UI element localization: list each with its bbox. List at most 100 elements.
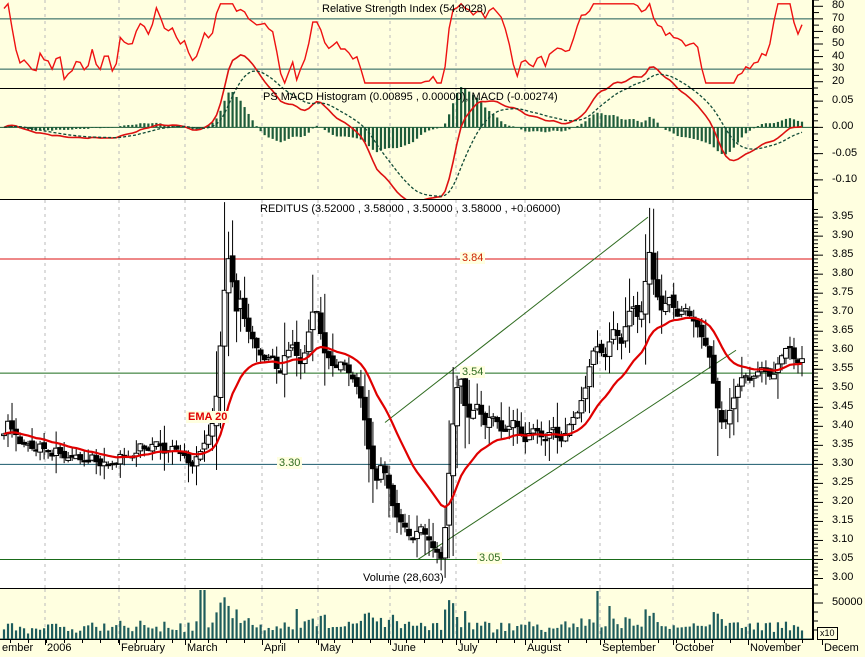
rsi-tick-50: 50 [832,37,845,49]
date-axis-label-august: August [527,642,562,654]
date-axis-tick [119,640,120,645]
date-axis-label-june: June [392,642,416,654]
date-axis-minor-tick [748,640,749,643]
rsi-title: Relative Strength Index (54.8028) [322,3,487,15]
date-axis-minor-tick [136,640,137,643]
date-axis-minor-tick [658,640,659,643]
date-axis-minor-tick [802,640,803,643]
date-axis-minor-tick [172,640,173,643]
date-axis-minor-tick [550,640,551,643]
price-tick-3-85: 3.85 [832,248,854,261]
date-axis-minor-tick [424,640,425,643]
date-axis-minor-tick [46,640,47,643]
date-axis-minor-tick [532,640,533,643]
date-axis-minor-tick [622,640,623,643]
separator-price-volume [0,588,812,589]
date-axis-label-october: October [675,642,715,654]
date-axis-minor-tick [262,640,263,643]
date-axis-minor-tick [118,640,119,643]
date-axis-minor-tick [298,640,299,643]
macd-tick--0-05: -0.05 [832,146,858,159]
date-axis-label-ember: ember [2,642,34,654]
price-tick-3-25: 3.25 [832,476,854,489]
price-tick-3-45: 3.45 [832,400,854,413]
price-tick-3-90: 3.90 [832,229,854,242]
rsi-tick-40: 40 [832,49,845,62]
price-tick-3-55: 3.55 [832,362,854,375]
rsi-tick-20: 20 [832,74,845,87]
date-axis-minor-tick [388,640,389,643]
separator-macd-price [0,199,812,200]
date-axis-minor-tick [100,640,101,643]
price-tick-3-35: 3.35 [832,438,854,451]
axis-vertical-rule [812,0,814,640]
rsi-plot [0,0,812,88]
macd-tick-0-00: 0.00 [832,120,854,133]
price-tick-3-30: 3.30 [832,457,854,470]
rsi-tick-30: 30 [832,62,845,75]
price-tick-3-00: 3.00 [832,571,854,584]
date-axis-minor-tick [154,640,155,643]
date-axis-label-2006: 2006 [47,642,72,654]
right-axis-strip [814,0,865,657]
date-axis-tick [600,640,601,645]
date-axis-minor-tick [244,640,245,643]
date-axis-minor-tick [712,640,713,643]
date-axis-tick [318,640,319,645]
date-axis-minor-tick [316,640,317,643]
date-axis-minor-tick [568,640,569,643]
axis-ticks [814,0,823,631]
date-axis-minor-tick [64,640,65,643]
date-axis-minor-tick [694,640,695,643]
price-tick-3-60: 3.60 [832,343,854,356]
date-axis-minor-tick [82,640,83,643]
date-axis-label-april: April [264,642,287,654]
date-axis-tick [390,640,391,645]
price-tick-3-50: 3.50 [832,381,854,394]
date-axis-label-may: May [320,642,341,654]
date-axis-minor-tick [766,640,767,643]
date-axis-label-february: February [121,642,166,654]
macd-title: PS MACD Histogram (0.00895 , 0.00000), M… [263,91,558,103]
date-axis-tick [456,640,457,645]
price-level-label-3-54: 3.54 [460,366,486,379]
date-axis-tick [673,640,674,645]
date-axis-label-march: March [187,642,218,654]
price-tick-3-10: 3.10 [832,533,854,546]
date-axis-tick [45,640,46,645]
price-tick-3-80: 3.80 [832,267,854,280]
date-axis-minor-tick [352,640,353,643]
macd-tick-0-05: 0.05 [832,94,854,107]
date-axis-minor-tick [190,640,191,643]
date-axis-minor-tick [496,640,497,643]
price-level-label-3-84: 3.84 [460,251,486,264]
date-axis-label-november: November [750,642,801,654]
date-axis-minor-tick [784,640,785,643]
price-tick-3-40: 3.40 [832,419,854,432]
date-axis-minor-tick [676,640,677,643]
date-axis-minor-tick [10,640,11,643]
date-axis-tick [525,640,526,645]
rsi-tick-70: 70 [832,11,845,24]
price-plot [0,200,812,588]
date-axis-minor-tick [640,640,641,643]
date-axis-tick [185,640,186,645]
date-axis-label-september: September [602,642,656,654]
date-axis-minor-tick [28,640,29,643]
date-axis-label-decem: Decem [824,642,859,654]
price-tick-3-70: 3.70 [832,305,854,318]
volume-multiplier-badge: x10 [817,627,838,640]
price-level-label-3-05: 3.05 [477,552,503,565]
date-axis-label-july: July [458,642,478,654]
date-axis: ember 2006 February March April May June July Au… [0,640,865,657]
date-axis-minor-tick [406,640,407,643]
date-axis-minor-tick [460,640,461,643]
volume-title: Volume (28,603) [363,572,444,584]
ema20-label: EMA 20 [186,411,230,423]
date-axis-minor-tick [514,640,515,643]
date-axis-tick [822,640,823,645]
date-axis-minor-tick [586,640,587,643]
date-axis-minor-tick [280,640,281,643]
date-axis-minor-tick [334,640,335,643]
